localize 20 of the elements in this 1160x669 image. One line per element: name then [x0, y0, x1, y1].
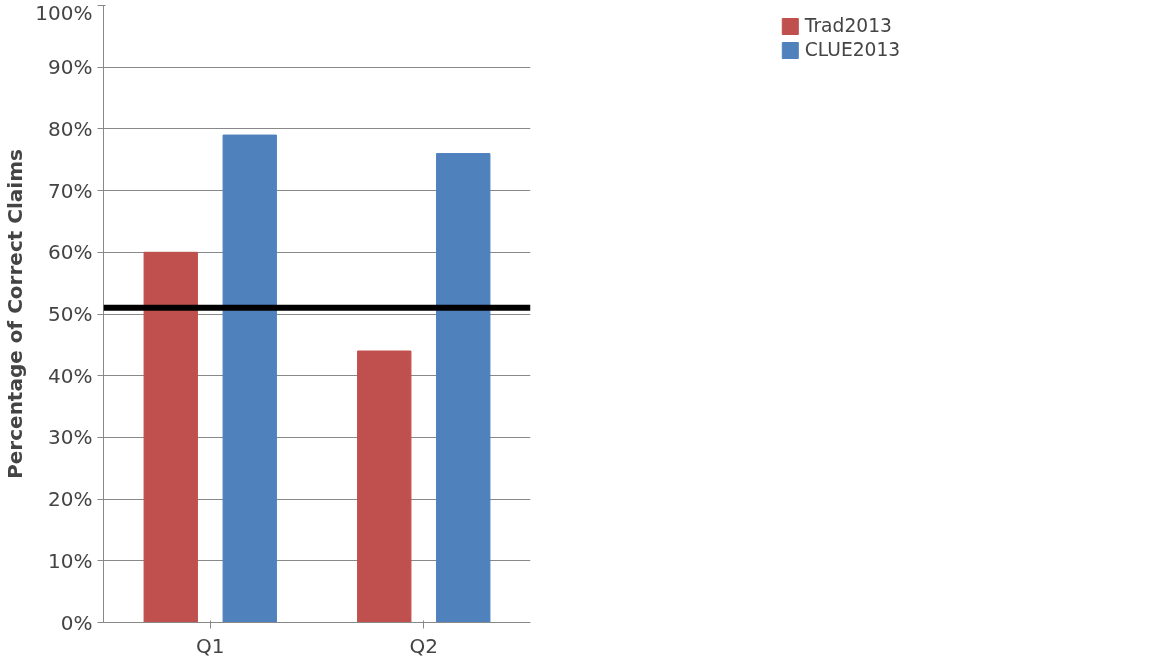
bar — [222, 134, 277, 623]
y-axis-title: Percentage of Correct Claims — [3, 149, 28, 479]
bar — [357, 350, 412, 623]
y-tick-label: 60% — [48, 240, 93, 265]
x-tick-label: Q2 — [409, 633, 438, 658]
y-tick-label: 90% — [48, 55, 93, 80]
y-tick-label: 70% — [48, 178, 93, 203]
y-tick-label: 100% — [35, 0, 93, 25]
legend-label: CLUE2013 — [804, 39, 901, 60]
y-tick-label: 0% — [60, 610, 93, 635]
y-tick-label: 50% — [48, 302, 93, 326]
y-tick-label: 40% — [48, 363, 93, 388]
y-tick-label: 10% — [48, 548, 93, 573]
y-tick-label: 20% — [48, 487, 93, 512]
legend-label: Trad2013 — [804, 15, 892, 36]
y-tick-label: 30% — [48, 425, 93, 450]
y-tick-label: 80% — [48, 116, 93, 141]
bar — [143, 251, 198, 623]
x-tick-label: Q1 — [196, 633, 225, 658]
bar — [436, 153, 491, 623]
